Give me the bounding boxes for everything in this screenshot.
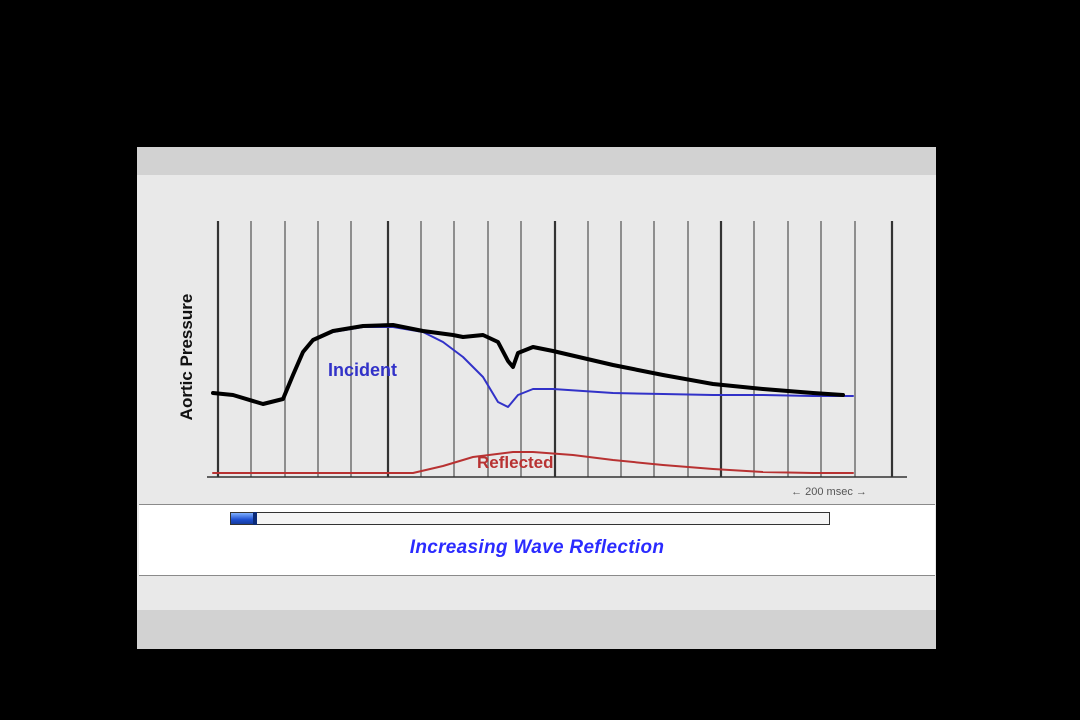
time-scale-label: ← 200 msec →	[791, 486, 867, 498]
wave-reflection-label: Increasing Wave Reflection	[409, 537, 665, 558]
slider-fill	[231, 513, 255, 524]
series-reflected-line	[212, 451, 854, 474]
series-incident-line	[212, 326, 854, 408]
incident-label: Incident	[328, 360, 397, 380]
y-axis-label: Aortic Pressure	[177, 294, 196, 421]
panel-bottom-strip	[137, 610, 936, 649]
series-measured-line	[211, 323, 845, 406]
slider-thumb[interactable]	[252, 512, 257, 525]
panel-top-strip	[137, 147, 936, 175]
reflection-control: Increasing Wave Reflection	[139, 504, 935, 576]
waveform-panel: Aortic Pressure Incident Reflected ← 200…	[137, 147, 936, 649]
series-layer	[211, 323, 854, 474]
wave-reflection-slider[interactable]	[230, 512, 830, 525]
reflected-label: Reflected	[477, 453, 554, 472]
gridlines	[216, 221, 894, 477]
pressure-chart: Aortic Pressure Incident Reflected ← 200…	[177, 221, 907, 498]
